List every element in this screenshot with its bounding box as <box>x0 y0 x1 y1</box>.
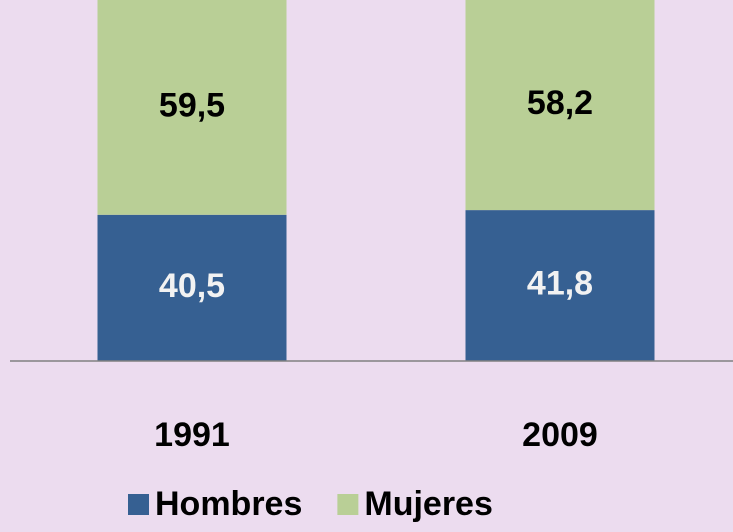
data-label: 59,5 <box>159 86 225 124</box>
x-tick-label: 2009 <box>522 416 598 454</box>
legend-label: Hombres <box>155 485 302 523</box>
x-tick-label: 1991 <box>154 416 230 454</box>
bar-segment <box>97 214 287 361</box>
bar-segment <box>465 210 655 361</box>
legend-swatch <box>128 494 149 515</box>
legend-swatch <box>337 494 359 515</box>
data-label: 58,2 <box>527 84 593 122</box>
data-label: 40,5 <box>159 267 225 305</box>
legend-label: Mujeres <box>364 485 493 523</box>
bar-segment <box>465 0 655 211</box>
data-label: 41,8 <box>527 265 593 303</box>
bar-segment <box>97 0 287 215</box>
